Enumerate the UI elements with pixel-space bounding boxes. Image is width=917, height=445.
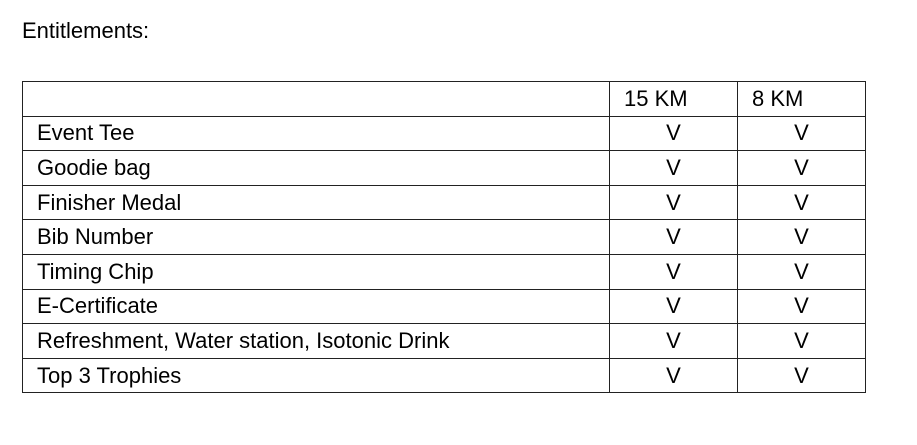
item-cell: Top 3 Trophies <box>22 357 610 394</box>
15km-cell: V <box>609 115 738 152</box>
8km-cell: V <box>737 357 866 394</box>
table-row: Event Tee V V <box>22 115 866 152</box>
item-cell: Timing Chip <box>22 253 610 290</box>
table-row: Finisher Medal V V <box>22 184 866 221</box>
header-cell-item <box>22 81 610 117</box>
15km-cell: V <box>609 357 738 394</box>
header-cell-8km: 8 KM <box>737 81 866 117</box>
8km-cell: V <box>737 115 866 152</box>
15km-cell: V <box>609 323 738 359</box>
table-row: Timing Chip V V <box>22 253 866 290</box>
table-row: E-Certificate V V <box>22 288 866 325</box>
table-header-row: 15 KM 8 KM <box>22 81 866 117</box>
15km-cell: V <box>609 219 738 255</box>
8km-cell: V <box>737 184 866 221</box>
entitlements-table: 15 KM 8 KM Event Tee V V Goodie bag V V Finish… <box>22 81 866 394</box>
item-cell: Finisher Medal <box>22 184 610 221</box>
item-cell: Event Tee <box>22 115 610 152</box>
table-row: Refreshment, Water station, Isotonic Dri… <box>22 323 866 359</box>
section-heading: Entitlements: <box>22 18 150 43</box>
8km-cell: V <box>737 288 866 325</box>
15km-cell: V <box>609 253 738 290</box>
8km-cell: V <box>737 253 866 290</box>
8km-cell: V <box>737 219 866 255</box>
table-row: Bib Number V V <box>22 219 866 255</box>
table-row: Top 3 Trophies V V <box>22 357 866 394</box>
item-cell: E-Certificate <box>22 288 610 325</box>
item-cell: Refreshment, Water station, Isotonic Dri… <box>22 323 610 359</box>
15km-cell: V <box>609 184 738 221</box>
8km-cell: V <box>737 150 866 186</box>
item-cell: Goodie bag <box>22 150 610 186</box>
15km-cell: V <box>609 288 738 325</box>
15km-cell: V <box>609 150 738 186</box>
8km-cell: V <box>737 323 866 359</box>
header-cell-15km: 15 KM <box>609 81 738 117</box>
table-row: Goodie bag V V <box>22 150 866 186</box>
item-cell: Bib Number <box>22 219 610 255</box>
